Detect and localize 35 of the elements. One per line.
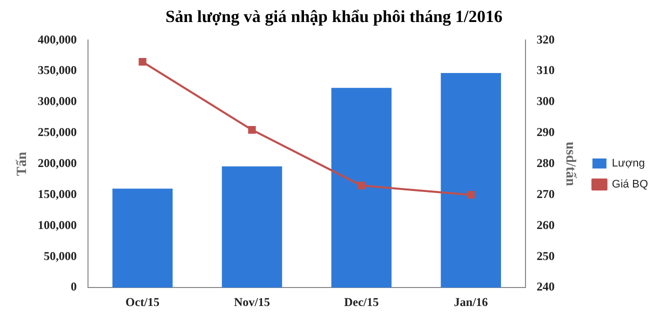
y2-tick-label: 250 <box>536 248 555 263</box>
y-tick-label: 350,000 <box>38 63 77 78</box>
y-tick-label: 0 <box>70 280 77 294</box>
y-tick-label: 300,000 <box>38 94 77 108</box>
x-tick-label: Nov/15 <box>234 294 270 309</box>
y2-tick-label: 270 <box>536 186 555 201</box>
y-tick-label: 50,000 <box>44 248 77 263</box>
y2-axis-title: usd/tấn <box>562 142 578 186</box>
y2-tick-label: 260 <box>536 218 555 232</box>
y2-tick-label: 300 <box>536 94 555 108</box>
y-tick-label: 250,000 <box>38 125 77 140</box>
y2-tick-label: 280 <box>536 156 555 170</box>
y-axis-title: Tấn <box>15 152 30 176</box>
chart-title: Sản lượng và giá nhập khẩu phôi tháng 1/2016 <box>164 6 504 28</box>
x-tick-label: Jan/16 <box>454 294 488 309</box>
y2-tick-label: 290 <box>536 125 555 140</box>
bar <box>440 72 502 288</box>
bar <box>331 88 392 288</box>
legend-label: Lượng <box>612 158 645 170</box>
y-tick-label: 200,000 <box>38 156 77 170</box>
x-tick-label: Oct/15 <box>126 294 160 309</box>
point <box>358 182 366 190</box>
y-tick-label: 400,000 <box>38 32 77 46</box>
x-tick-label: Dec/15 <box>344 294 379 309</box>
y2-tick-label: 320 <box>536 32 555 46</box>
y2-tick-label: 240 <box>536 280 555 294</box>
point <box>467 190 475 199</box>
y2-tick-label: 310 <box>536 63 555 78</box>
point <box>138 58 146 66</box>
bar <box>222 166 282 288</box>
y-tick-label: 150,000 <box>38 186 77 201</box>
bar <box>112 188 173 288</box>
legend-label: Giá BQ <box>612 178 648 191</box>
point <box>248 126 256 134</box>
y-tick-label: 100,000 <box>38 218 77 232</box>
